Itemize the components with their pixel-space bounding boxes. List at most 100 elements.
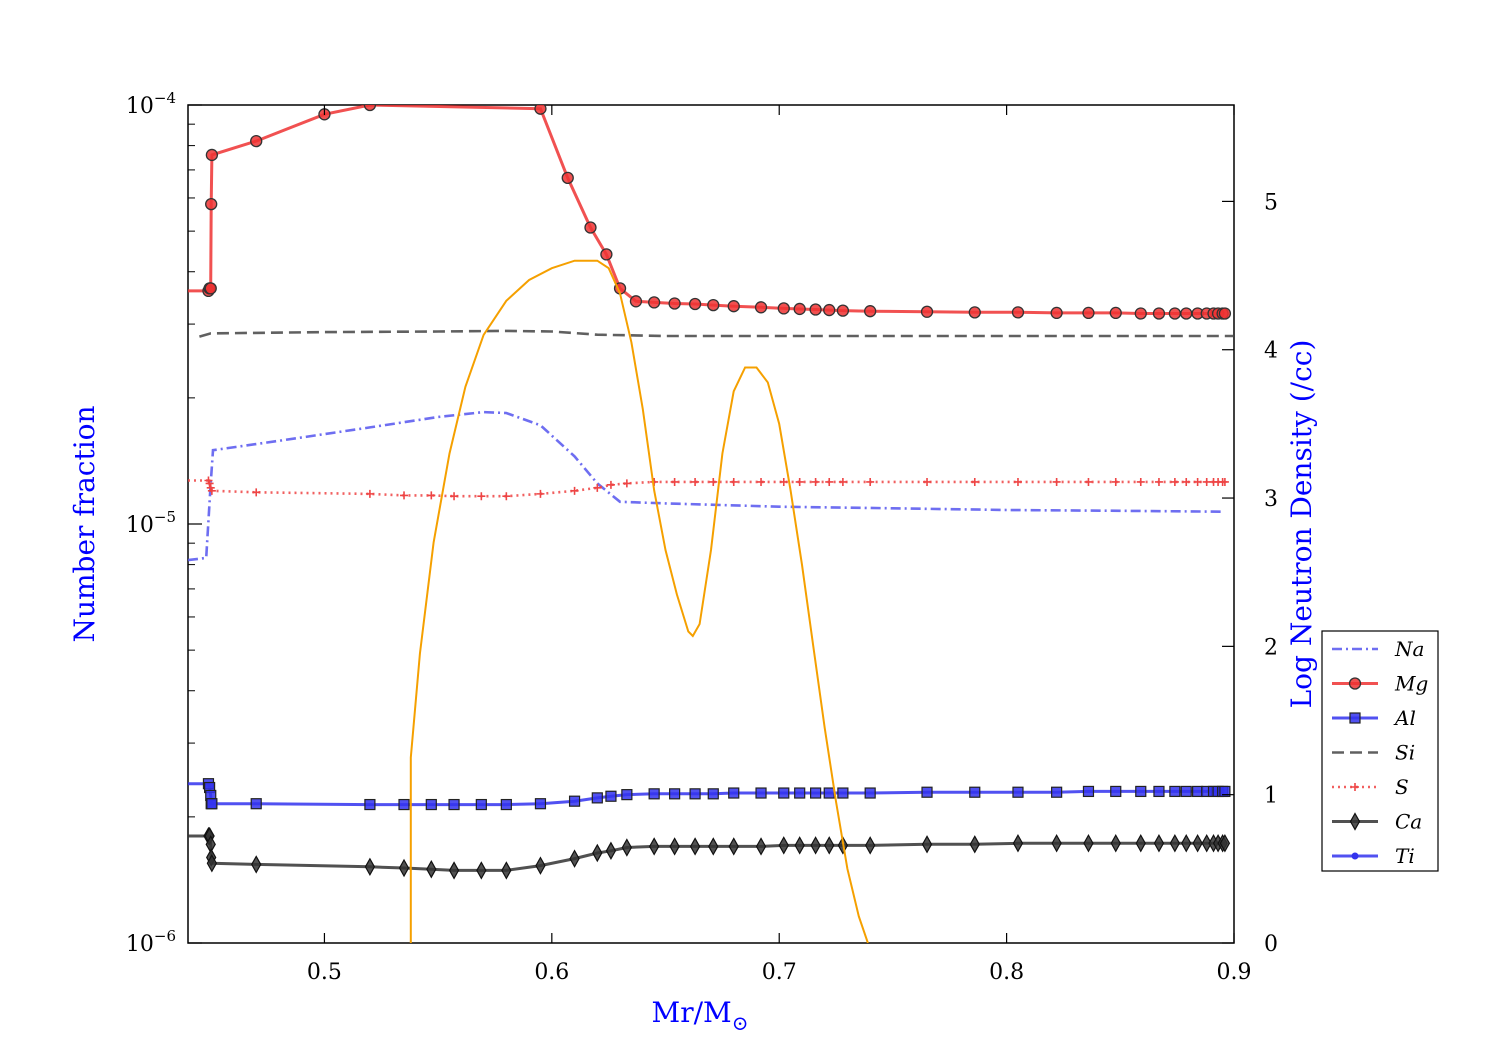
series-s	[188, 476, 1229, 501]
point-ca-7	[364, 857, 376, 877]
point-s-30	[970, 477, 979, 486]
legend-label-al: Al	[1393, 706, 1416, 730]
point-al-13	[534, 798, 547, 810]
legend-label-mg: Mg	[1394, 672, 1428, 696]
point-s-34	[1111, 477, 1120, 486]
point-ca-23	[755, 837, 767, 856]
line-mg	[188, 105, 1225, 315]
point-s-26	[825, 477, 834, 486]
point-ca-19	[669, 837, 680, 856]
point-mg-29	[1011, 306, 1025, 319]
x-tick-label: 0.6	[534, 960, 569, 985]
point-ca-17	[621, 838, 633, 857]
x-tick-label: 0.8	[989, 960, 1024, 985]
point-mg-35	[1168, 307, 1182, 320]
series-layer	[188, 105, 1234, 943]
point-s-25	[811, 477, 820, 486]
point-s-24	[795, 477, 804, 486]
point-mg-21	[777, 302, 790, 315]
point-al-37	[1153, 785, 1165, 798]
point-ca-31	[969, 835, 980, 854]
legend-item-ca: Ca	[1332, 810, 1422, 834]
legend-item-ti: Ti	[1332, 844, 1415, 868]
series-ca	[188, 826, 1231, 880]
point-mg-3	[204, 282, 217, 295]
point-al-33	[1051, 786, 1063, 798]
point-s-29	[923, 477, 932, 486]
point-al-18	[648, 788, 660, 800]
point-mg-36	[1180, 307, 1193, 320]
point-mg-31	[1082, 306, 1095, 320]
point-mg-18	[707, 298, 720, 312]
point-mg-9	[534, 105, 547, 115]
point-s-38	[1182, 477, 1191, 486]
point-s-20	[709, 477, 718, 486]
series-na	[188, 410, 1223, 562]
y-left-tick-exp: −4	[154, 89, 176, 107]
point-s-35	[1136, 477, 1145, 486]
point-al-14	[568, 795, 581, 807]
point-al-12	[500, 798, 512, 811]
point-al-35	[1110, 785, 1122, 798]
point-al-34	[1082, 785, 1095, 798]
point-al-16	[605, 790, 617, 802]
point-ca-35	[1110, 834, 1121, 853]
point-ca-12	[501, 861, 512, 880]
point-s-7	[400, 491, 409, 500]
point-al-5	[206, 798, 218, 810]
y-right-tick-label: 0	[1264, 932, 1278, 957]
point-ca-20	[689, 837, 701, 856]
legend-item-s: S	[1332, 775, 1409, 799]
point-ca-15	[592, 843, 603, 863]
y-left-tick-label: 10−5	[126, 508, 176, 538]
y-left-tick-exp: −6	[154, 927, 176, 945]
point-s-37	[1170, 477, 1179, 486]
legend-label-ti: Ti	[1395, 844, 1415, 868]
point-mg-24	[823, 303, 836, 317]
point-ca-22	[728, 837, 739, 856]
point-mg-15	[648, 296, 661, 309]
legend-marker-al	[1349, 712, 1361, 724]
point-s-40	[1202, 477, 1211, 486]
line-al	[188, 782, 1225, 807]
point-mg-11	[584, 221, 597, 234]
point-ca-29	[864, 836, 876, 855]
legend-marker-ca	[1349, 812, 1361, 831]
point-s-33	[1084, 477, 1093, 486]
point-s-36	[1154, 477, 1163, 486]
point-ca-9	[426, 859, 437, 879]
point-s-21	[729, 477, 738, 486]
point-ca-21	[708, 837, 719, 856]
point-ca-34	[1083, 834, 1094, 853]
x-axis-label: Mr/M⊙	[652, 996, 749, 1035]
point-al-24	[778, 787, 790, 799]
y-right-tick-label: 3	[1264, 487, 1278, 512]
point-mg-17	[688, 297, 702, 311]
line-neutron-density	[409, 259, 869, 943]
point-s-14	[593, 483, 602, 492]
x-tick-label: 0.7	[762, 960, 797, 985]
point-ca-37	[1153, 834, 1165, 853]
line-s	[188, 479, 1225, 498]
point-al-39	[1180, 785, 1192, 798]
point-s-9	[450, 492, 459, 501]
plot-frame	[187, 104, 1235, 944]
x-tick-label: 0.5	[307, 960, 342, 985]
point-al-31	[969, 786, 981, 798]
point-al-28	[837, 787, 849, 799]
series-neutron-density	[409, 259, 869, 943]
legend-item-na: Na	[1332, 637, 1424, 661]
point-al-38	[1169, 785, 1181, 798]
point-mg-28	[968, 306, 981, 319]
y-right-tick-label: 2	[1264, 635, 1278, 660]
point-mg-25	[836, 304, 850, 317]
point-ca-45	[1219, 834, 1231, 853]
legend-label-na: Na	[1394, 637, 1424, 661]
point-ca-24	[778, 836, 789, 855]
point-s-2	[205, 479, 214, 488]
point-al-7	[364, 798, 376, 811]
point-ca-26	[810, 836, 821, 855]
point-s-18	[670, 477, 679, 486]
line-si	[199, 329, 1234, 338]
x-axis-label-sub: ⊙	[732, 1011, 749, 1035]
